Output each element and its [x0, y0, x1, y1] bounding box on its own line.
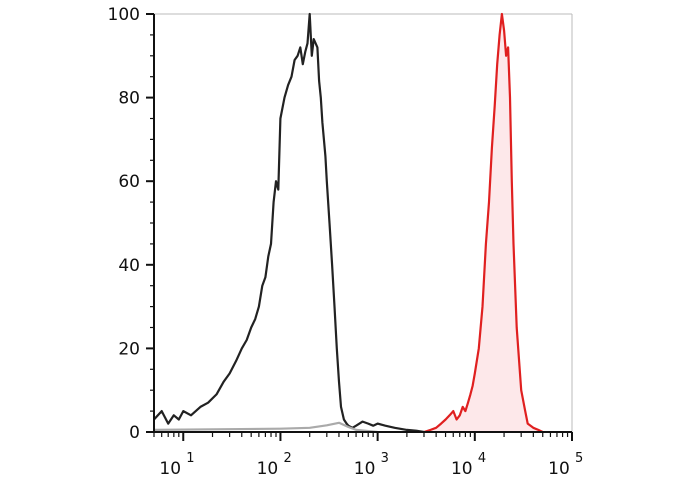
x-tick-exponent-1: 2 [283, 451, 291, 466]
y-tick-label-4: 80 [118, 89, 140, 109]
x-tick-exponent-4: 5 [575, 451, 583, 466]
series-2-area [424, 14, 543, 432]
y-tick-label-0: 0 [129, 423, 140, 443]
x-tick-label-2: 10 [354, 459, 376, 479]
x-tick-label-1: 10 [257, 459, 279, 479]
x-tick-exponent-2: 3 [381, 451, 389, 466]
x-tick-exponent-0: 1 [186, 451, 194, 466]
axis-layer: 0 20 40 60 80 100 10 1 10 2 10 3 10 4 10 5 [108, 5, 584, 479]
series-1-line [153, 421, 378, 434]
y-tick-label-1: 20 [118, 339, 140, 359]
y-tick-label-5: 100 [108, 5, 140, 25]
x-tick-label-0: 10 [159, 459, 181, 479]
x-tick-label-4: 10 [548, 459, 570, 479]
series-0-line [153, 12, 425, 434]
x-tick-label-3: 10 [451, 459, 473, 479]
y-tick-label-2: 40 [118, 256, 140, 276]
series-layer [153, 12, 544, 434]
series-2-line [423, 12, 544, 434]
x-tick-exponent-3: 4 [478, 451, 486, 466]
y-tick-label-3: 60 [118, 172, 140, 192]
